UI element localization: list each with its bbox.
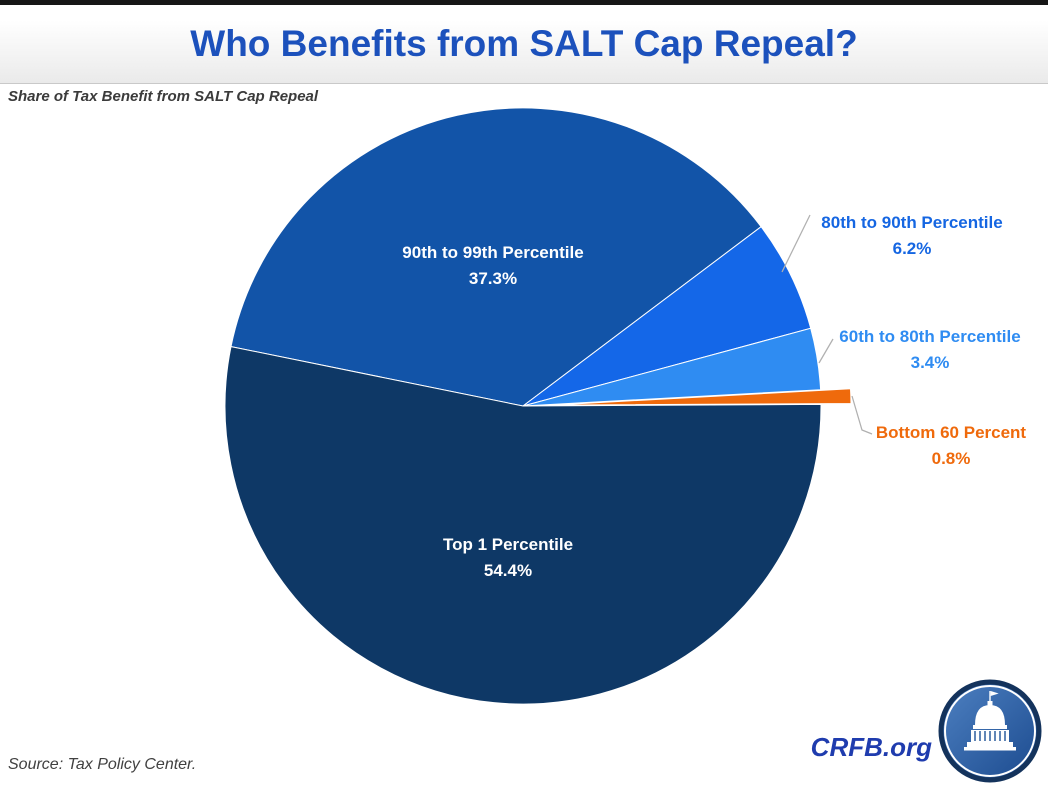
- top-accent-bar: [0, 0, 1048, 5]
- source-note: Source: Tax Policy Center.: [8, 756, 197, 773]
- slice-label-90-99-name: 90th to 99th Percentile: [402, 243, 584, 262]
- slice-label-60-80-name: 60th to 80th Percentile: [839, 327, 1021, 346]
- pie-slice-4: [224, 346, 822, 705]
- logo-inner-ring: [944, 685, 1036, 777]
- slice-label-bottom-60-value: 0.8%: [931, 449, 971, 468]
- leader-line-80-90: [781, 214, 811, 273]
- slice-label-top1-name: Top 1 Percentile: [442, 535, 574, 554]
- header: Who Benefits from SALT Cap Repeal?: [0, 5, 1048, 84]
- slice-label-bottom-60-name: Bottom 60 Percent: [875, 423, 1027, 442]
- slice-label-top1: Top 1 Percentile 54.4%: [388, 532, 628, 584]
- capitol-icon: [964, 691, 1016, 751]
- slice-label-90-99: 90th to 99th Percentile 37.3%: [373, 240, 613, 292]
- slice-label-80-90-value: 6.2%: [892, 239, 932, 258]
- pie-slices: [224, 107, 852, 705]
- leader-lines: [781, 214, 873, 435]
- pie-slice-2: [522, 327, 822, 407]
- leader-line-60-80: [818, 338, 834, 364]
- pie-slice-0: [230, 107, 762, 407]
- slice-label-60-80: 60th to 80th Percentile 3.4%: [780, 324, 1048, 376]
- slice-label-80-90: 80th to 90th Percentile 6.2%: [762, 210, 1048, 262]
- page-title: Who Benefits from SALT Cap Repeal?: [190, 23, 858, 64]
- crfb-logo: [938, 679, 1042, 783]
- slice-label-80-90-name: 80th to 90th Percentile: [821, 213, 1003, 232]
- leader-line-bottom-60: [851, 395, 873, 435]
- slice-label-bottom-60: Bottom 60 Percent 0.8%: [801, 420, 1048, 472]
- slice-label-60-80-value: 3.4%: [910, 353, 950, 372]
- pie-slice-3: [552, 388, 852, 406]
- chart-subtitle: Share of Tax Benefit from SALT Cap Repea…: [8, 88, 319, 105]
- brand-text: CRFB.org: [810, 732, 932, 762]
- slice-label-90-99-value: 37.3%: [468, 269, 518, 288]
- slice-label-top1-value: 54.4%: [483, 561, 533, 580]
